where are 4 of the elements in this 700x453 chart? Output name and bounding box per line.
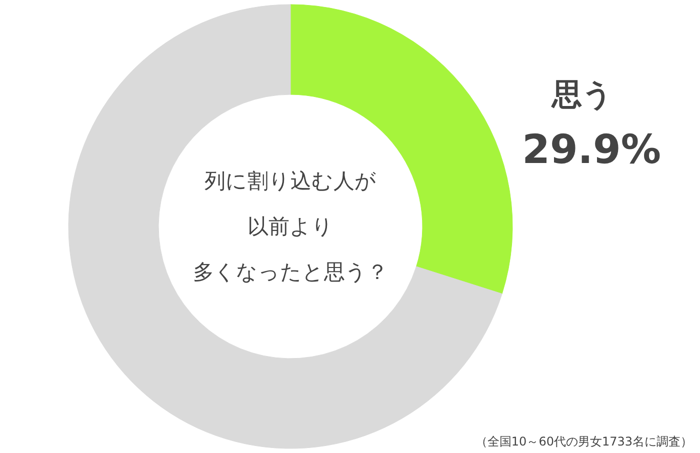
data-label: 29.9% bbox=[522, 126, 661, 173]
slice-label: 思う bbox=[551, 77, 614, 112]
text: 列に割り込む人が以前より多くなったと思う？ bbox=[193, 168, 388, 284]
text: （全国10～60代の男女1733名に調査） bbox=[475, 434, 692, 448]
